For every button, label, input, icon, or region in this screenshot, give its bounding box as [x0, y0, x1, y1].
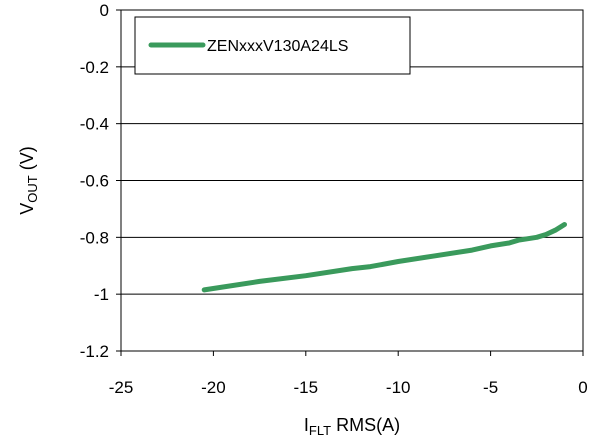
y-tick-label: -0.2 [80, 58, 109, 77]
x-tick-label: -15 [294, 378, 319, 397]
y-tick-label: -0.4 [80, 115, 109, 134]
series-line [201, 222, 567, 293]
y-axis: 0 -0.2 -0.4 -0.6 -0.8 -1 -1.2 [80, 1, 121, 361]
x-tick-label: -25 [109, 378, 134, 397]
y-tick-label: -1.2 [80, 342, 109, 361]
x-tick-label: -5 [483, 378, 498, 397]
x-tick-label: -20 [201, 378, 226, 397]
y-tick-label: -1 [94, 285, 109, 304]
y-axis-title: VOUT (V) [17, 146, 40, 214]
x-tick-label: -10 [386, 378, 411, 397]
series-layer [201, 222, 567, 293]
x-tick-label: 0 [578, 378, 587, 397]
x-axis-title: IFLT RMS(A) [304, 415, 400, 438]
grid-lines [121, 66, 583, 295]
legend: ZENxxxV130A24LS [134, 16, 411, 75]
y-tick-label: 0 [100, 1, 109, 20]
y-tick-label: -0.8 [80, 228, 109, 247]
legend-label: ZENxxxV130A24LS [207, 38, 348, 55]
y-tick-label: -0.6 [80, 172, 109, 191]
x-axis: -25 -20 -15 -10 -5 0 [109, 351, 588, 397]
